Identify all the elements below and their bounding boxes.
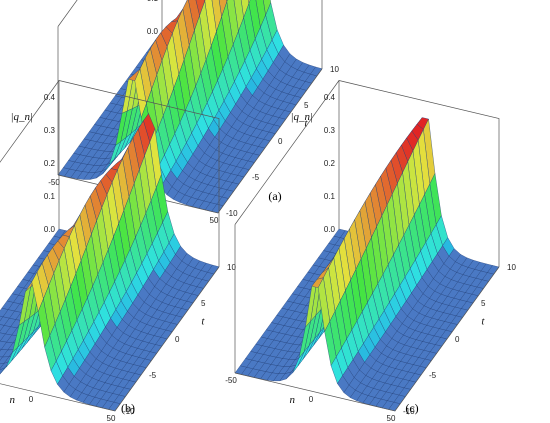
panel-caption: (c): [405, 401, 418, 415]
z-axis-label: |q_n|: [290, 111, 313, 123]
z-tick-label: 0.3: [324, 126, 336, 135]
t-tick-label: 0: [455, 335, 460, 344]
surface-mesh: [0, 113, 220, 412]
t-tick-label: -10: [123, 407, 135, 416]
x-tick-label: 0: [29, 395, 34, 404]
z-tick-label: 0.1: [44, 192, 56, 201]
t-tick-label: 10: [227, 263, 236, 272]
x-axis-label: n: [289, 394, 295, 406]
t-tick-label: 0: [175, 335, 180, 344]
z-axis-label: |q_n|: [10, 111, 33, 123]
z-tick-label: 0.1: [324, 192, 336, 201]
bounding-box: [57, 0, 323, 175]
z-tick-label: 0.2: [324, 159, 336, 168]
z-tick-label: 0.3: [44, 126, 56, 135]
box-front-edges: [234, 266, 500, 412]
x-tick-label: -50: [225, 376, 237, 385]
x-axis-label: n: [9, 394, 15, 406]
x-tick-label: 50: [107, 414, 116, 423]
t-tick-label: 5: [201, 299, 206, 308]
panel-caption: (b): [121, 401, 135, 415]
t-tick-label: -5: [149, 371, 157, 380]
panel-caption: (a): [268, 189, 281, 203]
t-axis-label: t: [481, 316, 485, 328]
t-tick-label: -5: [429, 371, 437, 380]
t-tick-label: 10: [507, 263, 516, 272]
t-tick-label: 10: [330, 65, 339, 74]
x-tick-label: 50: [210, 216, 219, 225]
t-tick-label: -5: [252, 173, 260, 182]
z-tick-label: 0.2: [44, 159, 56, 168]
x-tick-label: 50: [387, 414, 396, 423]
z-tick-label: 0.1: [147, 0, 159, 3]
t-tick-label: 5: [304, 101, 309, 110]
z-tick-label: 0.0: [324, 225, 336, 234]
surface-mesh: [234, 116, 500, 412]
box-front-edges: [0, 266, 220, 412]
z-tick-label: 0.4: [324, 93, 336, 102]
surface-mesh: [57, 0, 323, 214]
t-tick-label: 5: [481, 299, 486, 308]
z-tick-label: 0.4: [44, 93, 56, 102]
t-axis-label: t: [201, 316, 205, 328]
bounding-box: [0, 80, 220, 267]
bounding-box: [234, 80, 500, 373]
x-tick-label: 0: [309, 395, 314, 404]
x-tick-label: -50: [48, 178, 60, 187]
t-axis-label: t: [304, 118, 308, 130]
t-tick-label: 0: [278, 137, 283, 146]
z-tick-label: 0.0: [44, 225, 56, 234]
t-tick-label: -10: [226, 209, 238, 218]
t-tick-label: -10: [403, 407, 415, 416]
z-tick-label: 0.0: [147, 27, 159, 36]
